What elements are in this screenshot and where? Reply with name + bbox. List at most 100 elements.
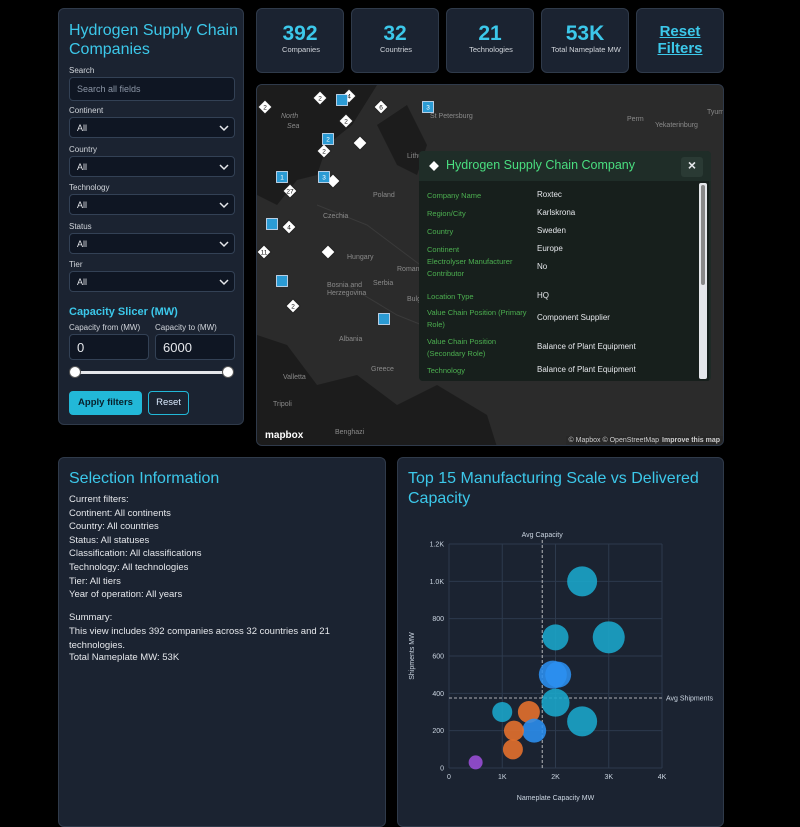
place-label: Serbia — [373, 280, 393, 287]
chart-panel: Top 15 Manufacturing Scale vs Delivered … — [397, 457, 724, 827]
popup-key: Technology — [427, 366, 465, 375]
marker-count: 6 — [379, 105, 383, 112]
filter-line: Tier: All tiers — [69, 575, 121, 587]
popup-key: Continent — [427, 245, 460, 254]
marker-diamond — [316, 143, 332, 159]
kpi-card: 32 Countries — [351, 8, 439, 73]
bubble — [567, 566, 598, 597]
marker-diamond — [285, 298, 301, 314]
place-label: Valletta — [283, 374, 306, 381]
popup-value: Sweden — [537, 226, 566, 235]
kpi-value: 32 — [383, 22, 407, 45]
map[interactable]: North Sea St Petersburg Perm Yekaterinburg Ty… — [256, 84, 724, 446]
bubble — [567, 706, 598, 737]
kpi-card: 392 Companies — [256, 8, 344, 73]
popup-header-bg — [419, 151, 711, 181]
bubble — [545, 661, 572, 688]
popup-scroll-thumb[interactable] — [701, 185, 705, 285]
marker-diamond — [352, 135, 368, 151]
chevron — [219, 241, 229, 247]
filter-select[interactable]: All — [69, 117, 235, 138]
filter-select[interactable]: All — [69, 194, 235, 216]
y-tick-label: 800 — [432, 616, 444, 623]
marker-square — [266, 218, 278, 230]
marker-count: 27 — [286, 189, 294, 196]
chevron — [219, 202, 229, 209]
summary-title: Summary: — [69, 612, 113, 623]
popup-close[interactable]: × — [681, 157, 703, 177]
place-label: Yekaterinburg — [655, 122, 698, 129]
reset-filters-link[interactable]: Reset Filters — [657, 23, 703, 57]
kpi-card: 53K Total Nameplate MW — [541, 8, 629, 73]
chevron — [219, 279, 229, 286]
apply-button[interactable]: Apply filters — [69, 391, 142, 415]
y-tick-label: 200 — [432, 728, 444, 735]
select-value: All — [77, 277, 88, 288]
bubble — [541, 688, 570, 717]
search-label: Search — [69, 66, 95, 75]
place-label: Czechia — [323, 213, 348, 220]
reset-filters-card[interactable]: Reset Filters — [636, 8, 724, 73]
kpi-value: 392 — [282, 22, 318, 45]
search-input[interactable]: Search all fields — [69, 77, 235, 101]
place-label: Greece — [371, 366, 394, 373]
attribution: © Mapbox © OpenStreetMap Improve this map — [565, 436, 723, 445]
capacity-from-input[interactable]: 0 — [69, 334, 149, 360]
filter-panel: Hydrogen Supply Chain Companies Search Sea… — [58, 8, 244, 425]
popup-value: Balance of Plant Equipment — [537, 365, 636, 374]
popup-key: Region/City — [427, 209, 466, 218]
x-tick-label: 3K — [604, 774, 613, 781]
reset-button[interactable]: Reset — [148, 391, 189, 415]
filter-select[interactable]: All — [69, 232, 235, 254]
marker-diamond — [320, 244, 336, 260]
marker-count: 1 — [280, 175, 284, 182]
marker-count: 2 — [344, 119, 348, 126]
marker-diamond — [257, 244, 272, 260]
marker-count: 3 — [426, 105, 430, 112]
x-tick-label: 4K — [658, 774, 667, 781]
y-tick-label: 600 — [432, 654, 444, 661]
place-label: Herzegovina — [327, 290, 366, 297]
place-label: Perm — [627, 116, 644, 123]
y-tick-label: 0 — [440, 766, 444, 773]
map-popup: Hydrogen Supply Chain Company × Company Na… — [419, 151, 711, 381]
chevron-path — [219, 279, 229, 286]
bubble — [492, 702, 513, 722]
chevron-path — [219, 164, 229, 170]
marker-count: 2 — [263, 105, 267, 112]
x-tick-label: 1K — [498, 774, 507, 781]
popup-value: Karlskrona — [537, 208, 576, 217]
slider-handle[interactable] — [222, 366, 234, 378]
bubble — [468, 755, 483, 770]
kpi-label: Technologies — [469, 45, 513, 54]
filter-select[interactable]: All — [69, 271, 235, 293]
bubble — [522, 718, 547, 743]
sidebar-title: Hydrogen Supply Chain Companies — [69, 22, 238, 58]
slider-handle[interactable] — [69, 366, 81, 378]
chevron-path — [219, 125, 229, 132]
marker-square — [422, 101, 434, 113]
popup-key: Electrolyser Manufacturer Contributor — [427, 257, 513, 278]
chart-title: Top 15 Manufacturing Scale vs Delivered … — [408, 470, 699, 507]
popup-value: Balance of Plant Equipment — [537, 342, 636, 351]
improve-link[interactable]: Improve this map — [662, 437, 720, 444]
select-value: All — [77, 238, 88, 249]
popup-key: Company Name — [427, 191, 482, 200]
filter-select[interactable]: All — [69, 155, 235, 177]
selection-panel: Selection Information Current filters: Con… — [58, 457, 386, 827]
popup-icon — [429, 161, 439, 171]
y-tick-label: 400 — [432, 691, 444, 698]
slider-track[interactable] — [75, 371, 229, 374]
popup-value: HQ — [537, 291, 549, 300]
marker-count: 3 — [322, 175, 326, 182]
marker-diamond — [257, 99, 273, 115]
kpi-label: Companies — [282, 45, 320, 54]
marker-count: 2 — [318, 96, 322, 103]
marker-diamond — [281, 219, 297, 235]
marker-square — [378, 313, 390, 325]
marker-square — [318, 171, 330, 183]
bubble — [517, 701, 540, 723]
capacity-to-input[interactable]: 6000 — [155, 334, 235, 360]
marker-square — [322, 133, 334, 145]
filter-label: Technology — [69, 183, 110, 193]
